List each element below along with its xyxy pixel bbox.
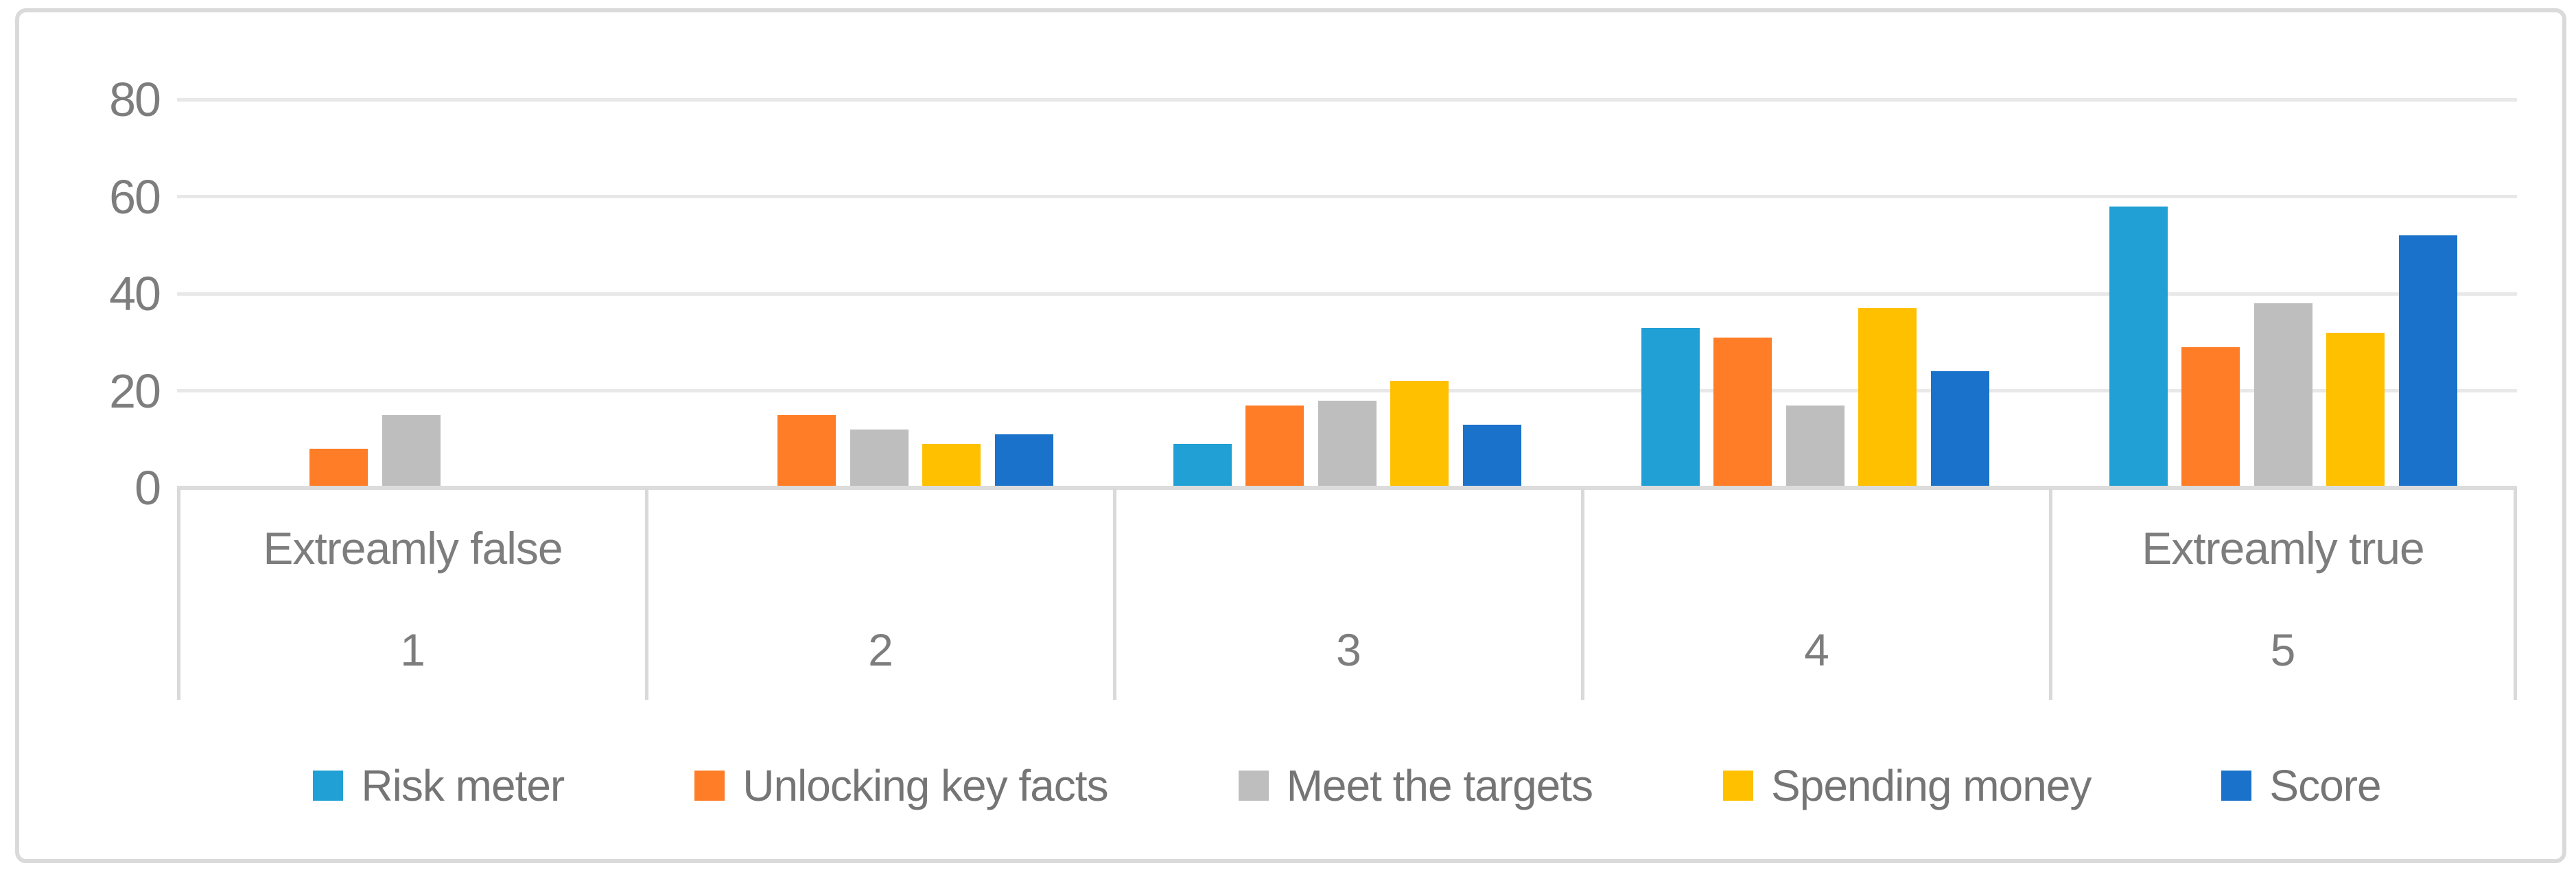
bar-score-cat4 [1930, 371, 1989, 488]
bar-risk-meter-cat4 [1641, 327, 1700, 488]
legend-label: Meet the targets [1286, 761, 1593, 810]
category-cell-4: 4 [1581, 488, 2049, 700]
category-number: 3 [1336, 624, 1361, 675]
x-axis-line [177, 486, 2517, 490]
bar-spending-money-cat5 [2326, 332, 2385, 488]
legend-item-spending-money: Spending money [1723, 760, 2092, 811]
category-number: 4 [1804, 624, 1829, 675]
legend-label: Score [2269, 761, 2381, 810]
category-cell-3: 3 [1113, 488, 1581, 700]
gridline-y40 [177, 292, 2517, 296]
bar-risk-meter-cat3 [1173, 444, 1232, 488]
legend-swatch-icon [313, 771, 344, 801]
category-number: 1 [400, 624, 425, 675]
bar-unlocking-key-facts-cat4 [1713, 337, 1772, 488]
gridline-y80 [177, 97, 2517, 102]
bar-unlocking-key-facts-cat1 [309, 449, 368, 488]
bar-unlocking-key-facts-cat5 [2181, 346, 2240, 488]
legend-swatch-icon [2221, 771, 2252, 801]
bar-score-cat3 [1462, 425, 1521, 488]
legend-item-meet-the-targets: Meet the targets [1238, 760, 1593, 811]
y-tick-label: 0 [134, 461, 161, 515]
plot-area [177, 97, 2517, 488]
y-tick-label: 20 [109, 364, 161, 418]
category-axis: Extreamly false 1 2 3 4 Extreamly true 5 [177, 488, 2517, 700]
chart-frame: 0 20 40 60 80 Extreamly false 1 2 3 4 Extreamly t… [15, 8, 2566, 863]
bar-risk-meter-cat5 [2109, 206, 2168, 488]
legend-swatch-icon [1238, 771, 1269, 801]
category-sublabel: Extreamly true [2142, 523, 2424, 574]
bar-meet-the-targets-cat2 [850, 430, 909, 488]
bar-score-cat2 [994, 434, 1053, 488]
category-number: 5 [2270, 624, 2296, 675]
legend-swatch-icon [694, 771, 725, 801]
bar-meet-the-targets-cat4 [1785, 405, 1845, 488]
category-sublabel: Extreamly false [263, 523, 563, 574]
bar-meet-the-targets-cat1 [382, 414, 441, 488]
bar-meet-the-targets-cat3 [1318, 400, 1377, 488]
bar-unlocking-key-facts-cat2 [777, 414, 836, 488]
bar-unlocking-key-facts-cat3 [1245, 405, 1304, 488]
legend-item-score: Score [2221, 760, 2382, 811]
y-tick-label: 80 [109, 73, 161, 126]
y-tick-label: 40 [109, 267, 161, 320]
bar-spending-money-cat4 [1858, 308, 1917, 488]
y-tick-label: 60 [109, 169, 161, 224]
bar-meet-the-targets-cat5 [2253, 303, 2312, 488]
legend-item-risk-meter: Risk meter [313, 760, 565, 811]
category-number: 2 [868, 624, 893, 675]
bar-spending-money-cat2 [922, 444, 981, 488]
category-cell-5: Extreamly true 5 [2049, 488, 2517, 700]
gridline-y60 [177, 195, 2517, 198]
legend-label: Unlocking key facts [742, 761, 1108, 810]
gridline-y20 [177, 389, 2517, 392]
legend-swatch-icon [1723, 771, 1754, 801]
y-axis: 0 20 40 60 80 [19, 75, 161, 512]
legend: Risk meter Unlocking key facts Meet the ta… [177, 748, 2517, 823]
legend-label: Risk meter [361, 761, 565, 810]
legend-item-unlocking-key-facts: Unlocking key facts [694, 760, 1109, 811]
bar-spending-money-cat3 [1390, 381, 1449, 488]
category-cell-1: Extreamly false 1 [177, 488, 645, 700]
legend-label: Spending money [1771, 761, 2092, 810]
bar-score-cat5 [2398, 235, 2457, 488]
category-cell-2: 2 [645, 488, 1113, 700]
